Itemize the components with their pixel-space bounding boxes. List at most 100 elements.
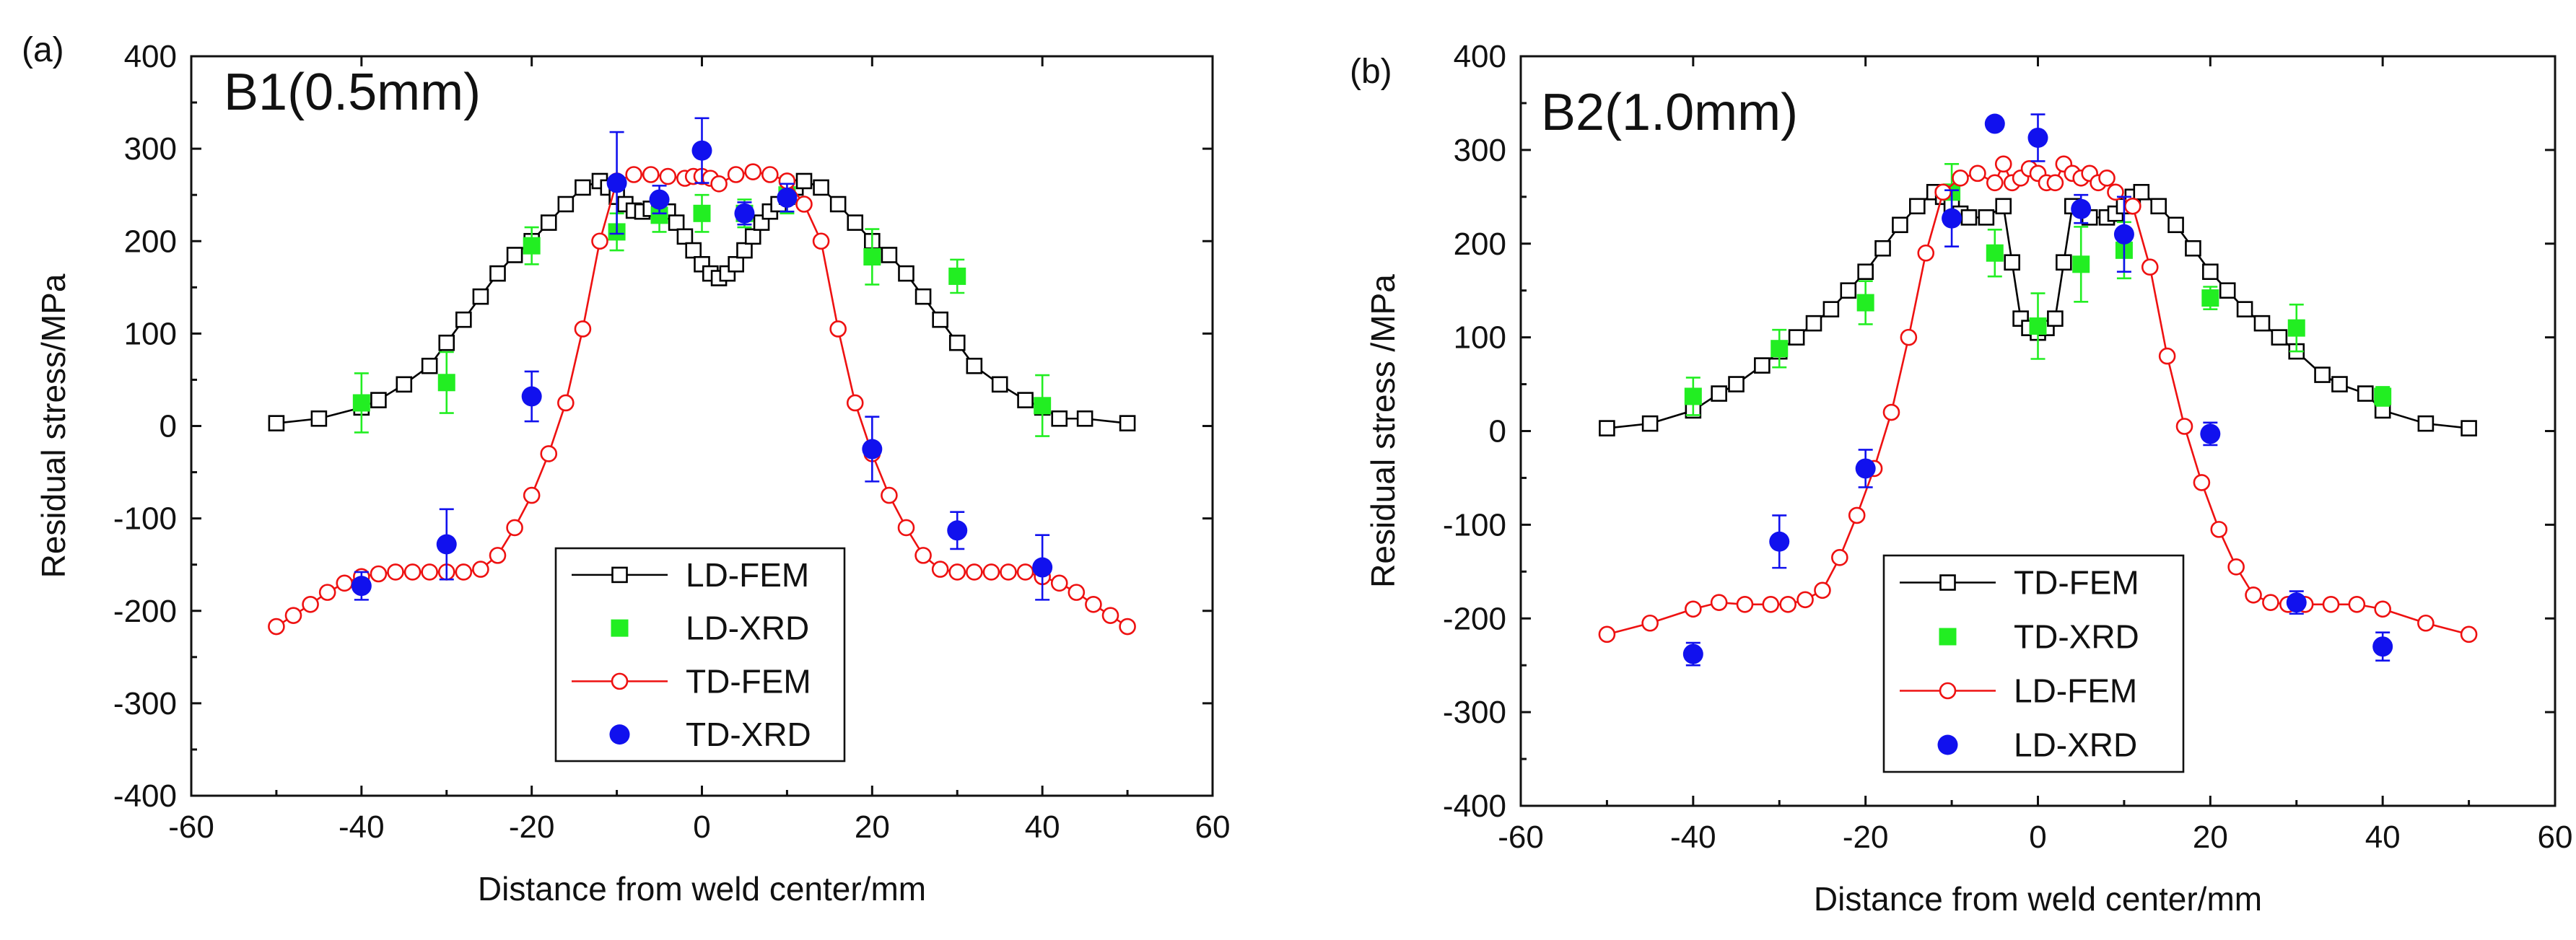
ld-fem-b-point-25 bbox=[2046, 174, 2064, 192]
td-fem-a-point-44 bbox=[982, 563, 1000, 581]
legend-label: TD-XRD bbox=[2014, 618, 2139, 656]
ld-fem-a-point-14 bbox=[575, 179, 591, 196]
legend-item: LD-XRD bbox=[1937, 726, 2137, 764]
ld-fem-a-point-54 bbox=[1076, 410, 1093, 427]
td-fem-a-point-9 bbox=[421, 563, 438, 581]
td-fem-a-point-15 bbox=[523, 486, 541, 504]
ld-fem-b-point-6 bbox=[1779, 595, 1796, 613]
ld-fem-b-point-47 bbox=[2417, 614, 2435, 632]
td-fem-a-point-30 bbox=[744, 163, 762, 180]
ld-fem-b-point-46 bbox=[2374, 600, 2391, 618]
td-fem-a-point-39 bbox=[897, 519, 915, 537]
ld-fem-b-point-34 bbox=[2141, 258, 2159, 276]
x-tick-label: 60 bbox=[2538, 820, 2573, 855]
y-tick-label: -100 bbox=[113, 501, 177, 537]
td-fem-b-point-7 bbox=[1788, 329, 1805, 346]
ld-fem-b-point-3 bbox=[1710, 594, 1728, 611]
td-fem-a-point-48 bbox=[1050, 574, 1068, 592]
legend-item: TD-FEM bbox=[1900, 564, 2139, 602]
ld-xrd-a-point-9 bbox=[948, 267, 966, 285]
ld-fem-a-point-32 bbox=[736, 242, 753, 259]
ld-fem-b-point-8 bbox=[1814, 581, 1831, 599]
ld-fem-b-point-35 bbox=[2158, 347, 2176, 365]
y-axis-title: Residual stress /MPa bbox=[1364, 274, 1402, 588]
td-fem-a-point-0 bbox=[268, 618, 285, 636]
ld-fem-a-point-26 bbox=[685, 242, 702, 259]
ld-fem-b-point-4 bbox=[1736, 595, 1754, 613]
ld-fem-b-point-12 bbox=[1882, 403, 1900, 421]
ld-fem-a-point-4 bbox=[396, 376, 413, 393]
td-fem-b-point-36 bbox=[2150, 198, 2167, 215]
td-fem-b-point-28 bbox=[2056, 254, 2072, 271]
td-fem-b-point-27 bbox=[2047, 310, 2064, 327]
ld-fem-a-point-53 bbox=[1051, 410, 1068, 427]
ld-xrd-b-point-9 bbox=[2286, 592, 2307, 613]
y-tick-label: -300 bbox=[1443, 695, 1506, 730]
legend-label: LD-FEM bbox=[686, 556, 809, 594]
td-fem-b-point-19 bbox=[1960, 209, 1978, 226]
x-axis-title: Distance from weld center/mm bbox=[1814, 880, 2262, 918]
legend-ld-xrd-point-0 bbox=[611, 619, 629, 637]
td-fem-b-point-50 bbox=[2461, 420, 2477, 436]
ld-xrd-b-point-4 bbox=[1984, 113, 2005, 134]
ld-fem-a-point-1 bbox=[310, 410, 328, 427]
td-fem-a-point-42 bbox=[948, 563, 966, 581]
td-fem-a-point-43 bbox=[966, 563, 983, 581]
ld-fem-b-point-19 bbox=[1994, 155, 2012, 173]
ld-fem-a-point-7 bbox=[455, 311, 472, 328]
td-xrd-a-point-8 bbox=[862, 439, 883, 460]
ld-fem-b-point-31 bbox=[2098, 170, 2116, 187]
x-axis-title: Distance from weld center/mm bbox=[478, 870, 926, 908]
ld-fem-b-point-0 bbox=[1598, 625, 1616, 643]
td-xrd-b-point-4 bbox=[1986, 244, 2004, 262]
ld-xrd-a-point-10 bbox=[1034, 397, 1052, 415]
td-fem-a-point-14 bbox=[506, 519, 523, 537]
td-xrd-a-point-3 bbox=[606, 172, 627, 193]
td-fem-b-point-38 bbox=[2185, 240, 2201, 257]
ld-fem-b-point-9 bbox=[1831, 549, 1848, 566]
td-fem-a-point-52 bbox=[1119, 618, 1136, 636]
x-tick-label: 20 bbox=[2193, 820, 2228, 855]
ld-fem-b-point-39 bbox=[2227, 558, 2245, 576]
td-xrd-a-point-10 bbox=[1032, 557, 1053, 578]
ld-fem-b-point-48 bbox=[2460, 625, 2478, 643]
td-fem-a-point-2 bbox=[302, 595, 319, 613]
ld-fem-b-point-45 bbox=[2348, 595, 2366, 613]
ld-fem-a-point-9 bbox=[489, 265, 506, 282]
ld-fem-a-point-5 bbox=[421, 357, 438, 374]
ld-fem-a-point-10 bbox=[506, 247, 523, 263]
y-tick-label: 100 bbox=[1454, 320, 1506, 356]
series-ld-xrd-b bbox=[1682, 113, 2393, 667]
panel-b: -60 -40 -20 0 20 40 604003002001000-100-200-30… bbox=[1350, 39, 2572, 918]
td-fem-a-point-31 bbox=[761, 166, 779, 183]
ld-fem-a-point-3 bbox=[370, 392, 387, 408]
ld-fem-a-point-8 bbox=[472, 288, 489, 305]
legend-ld-fem-point-0 bbox=[1939, 682, 1957, 700]
ld-fem-a-point-47 bbox=[932, 311, 948, 328]
ld-fem-b-point-38 bbox=[2210, 521, 2228, 538]
legend-ld-fem-point-0 bbox=[611, 566, 628, 584]
y-tick-label: 200 bbox=[1454, 227, 1506, 262]
td-fem-a-point-50 bbox=[1085, 595, 1102, 613]
td-fem-b-point-21 bbox=[1995, 198, 2012, 215]
td-fem-a-point-33 bbox=[795, 196, 813, 213]
ld-xrd-b-point-0 bbox=[1682, 643, 1703, 664]
legend-td-xrd-point-0 bbox=[1939, 628, 1957, 646]
panel-a: -60 -40 -20 0 20 40 604003002001000-100-200-30… bbox=[22, 31, 1230, 908]
legend-item: TD-XRD bbox=[609, 716, 811, 753]
ld-xrd-b-point-3 bbox=[1942, 208, 1962, 229]
td-fem-a-point-16 bbox=[540, 445, 558, 462]
ld-xrd-a-point-2 bbox=[523, 237, 541, 255]
legend-label: TD-FEM bbox=[2014, 564, 2139, 602]
ld-fem-b-point-13 bbox=[1900, 328, 1918, 346]
td-fem-a-point-19 bbox=[591, 232, 608, 250]
y-tick-label: 0 bbox=[1489, 414, 1506, 449]
td-fem-b-point-0 bbox=[1599, 420, 1615, 436]
ld-fem-b-point-37 bbox=[2193, 474, 2211, 491]
td-fem-b-point-22 bbox=[2004, 254, 2020, 271]
x-tick-label: -20 bbox=[509, 809, 555, 845]
ld-fem-b-point-18 bbox=[1986, 174, 2004, 192]
legend-box bbox=[1882, 554, 2185, 773]
ld-fem-a-point-31 bbox=[728, 255, 744, 273]
